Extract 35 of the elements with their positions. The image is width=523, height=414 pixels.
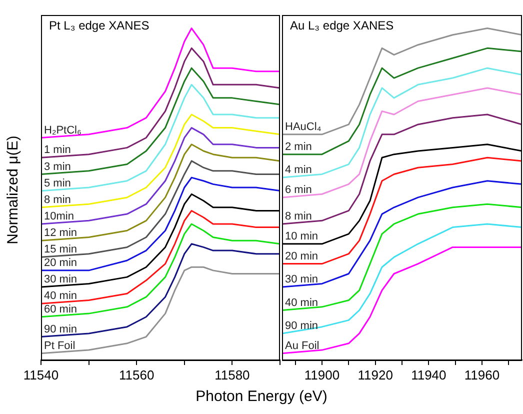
x-tick-label: 11940	[411, 367, 446, 382]
x-tick-label: 11540	[23, 367, 59, 382]
series-label: 1 min	[44, 144, 71, 156]
series-label: 15 min	[44, 244, 78, 256]
y-axis-title: Normalized μ(E)	[4, 136, 22, 244]
x-axis-title: Photon Energy (eV)	[194, 388, 328, 405]
series-label: H₂PtCl₆	[44, 124, 82, 136]
x-tick-label: 11920	[358, 367, 393, 382]
x-tick-label: 11960	[464, 367, 500, 382]
series-label: 40 min	[44, 290, 78, 302]
series-label: 40 min	[285, 296, 318, 309]
series-label: 12 min	[44, 227, 78, 240]
series-label: 6 min	[285, 184, 312, 196]
series-label: 10 min	[285, 230, 318, 242]
series-label: 5 min	[44, 177, 71, 190]
x-tick-label: 11900	[304, 367, 340, 382]
x-tick-label: 11580	[214, 367, 250, 382]
series-label: 90 min	[44, 323, 78, 336]
series-label: HAuCl₄	[285, 120, 322, 133]
x-tick-label: 11560	[119, 367, 154, 382]
series-label: 20 min	[285, 250, 318, 262]
series-label: Pt Foil	[44, 340, 76, 352]
chart-title: Au L₃ edge XANES	[290, 18, 394, 32]
series-label: 4 min	[285, 164, 312, 176]
series-label: 2 min	[285, 140, 312, 153]
series-label: 3 min	[44, 160, 71, 173]
chart-title: Pt L₃ edge XANES	[49, 18, 150, 32]
series-label: Au Foil	[285, 340, 320, 352]
series-label: 8 min	[285, 210, 312, 223]
series-label: 10min	[44, 210, 74, 223]
series-label: 30 min	[285, 274, 318, 286]
series-label: 30 min	[44, 274, 78, 286]
series-label: 60 min	[44, 303, 78, 316]
series-label: 20 min	[44, 256, 78, 269]
series-label: 8 min	[44, 194, 71, 206]
